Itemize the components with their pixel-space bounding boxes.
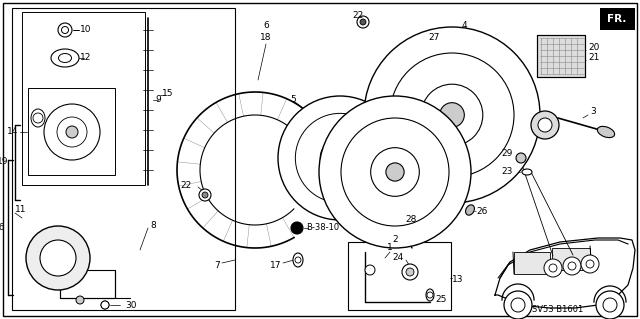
Bar bbox=[60, 270, 115, 298]
Circle shape bbox=[26, 226, 90, 290]
Circle shape bbox=[511, 298, 525, 312]
Circle shape bbox=[44, 104, 100, 160]
Circle shape bbox=[549, 264, 557, 272]
Circle shape bbox=[291, 222, 303, 234]
Text: 15: 15 bbox=[162, 88, 173, 98]
Circle shape bbox=[371, 148, 419, 196]
Bar bbox=[28, 88, 115, 175]
Text: 17: 17 bbox=[269, 261, 281, 270]
Text: 1: 1 bbox=[387, 243, 393, 253]
Ellipse shape bbox=[58, 54, 72, 63]
Ellipse shape bbox=[51, 49, 79, 67]
Circle shape bbox=[415, 37, 425, 47]
Text: B-38-10: B-38-10 bbox=[306, 224, 339, 233]
Text: SV53 B1601: SV53 B1601 bbox=[532, 306, 584, 315]
Text: 28: 28 bbox=[405, 216, 417, 225]
Text: 23: 23 bbox=[502, 167, 513, 176]
Circle shape bbox=[364, 27, 540, 203]
Text: 16: 16 bbox=[0, 224, 5, 233]
Circle shape bbox=[57, 117, 87, 147]
Ellipse shape bbox=[293, 253, 303, 267]
Bar bbox=[12, 8, 235, 310]
Bar bbox=[514, 252, 550, 274]
Text: 3: 3 bbox=[590, 108, 596, 116]
Ellipse shape bbox=[597, 126, 614, 137]
Text: 20: 20 bbox=[588, 43, 600, 53]
Circle shape bbox=[199, 189, 211, 201]
Text: 26: 26 bbox=[476, 207, 488, 217]
Circle shape bbox=[390, 53, 514, 177]
Circle shape bbox=[421, 84, 483, 146]
Circle shape bbox=[341, 118, 449, 226]
Circle shape bbox=[402, 264, 418, 280]
Circle shape bbox=[33, 113, 43, 123]
Text: 13: 13 bbox=[452, 276, 463, 285]
Ellipse shape bbox=[465, 205, 474, 215]
Text: 21: 21 bbox=[588, 54, 600, 63]
Text: 2: 2 bbox=[392, 235, 398, 244]
Text: 29: 29 bbox=[502, 149, 513, 158]
Circle shape bbox=[76, 296, 84, 304]
Text: 24: 24 bbox=[392, 253, 404, 262]
Circle shape bbox=[360, 19, 366, 25]
Circle shape bbox=[66, 126, 78, 138]
Circle shape bbox=[581, 255, 599, 273]
Bar bbox=[537, 35, 585, 77]
Circle shape bbox=[40, 240, 76, 276]
Text: 6: 6 bbox=[263, 20, 269, 29]
Circle shape bbox=[320, 138, 360, 178]
Ellipse shape bbox=[426, 289, 434, 301]
Circle shape bbox=[319, 96, 471, 248]
Text: FR.: FR. bbox=[607, 14, 627, 24]
Text: 8: 8 bbox=[150, 220, 156, 229]
Circle shape bbox=[202, 192, 208, 198]
Bar bbox=[552, 248, 590, 270]
Text: 27: 27 bbox=[428, 33, 440, 42]
Circle shape bbox=[427, 292, 433, 298]
Bar bbox=[22, 12, 145, 185]
Circle shape bbox=[531, 111, 559, 139]
Circle shape bbox=[516, 153, 526, 163]
Text: 5: 5 bbox=[290, 95, 296, 105]
Circle shape bbox=[278, 96, 402, 220]
Circle shape bbox=[101, 301, 109, 309]
Circle shape bbox=[538, 118, 552, 132]
Circle shape bbox=[365, 265, 375, 275]
Circle shape bbox=[357, 16, 369, 28]
Bar bbox=[537, 35, 585, 77]
Text: 22: 22 bbox=[180, 181, 192, 189]
Circle shape bbox=[58, 23, 72, 37]
Text: 22: 22 bbox=[353, 11, 364, 19]
Text: 19: 19 bbox=[0, 158, 8, 167]
Circle shape bbox=[563, 257, 581, 275]
Circle shape bbox=[440, 103, 465, 127]
Text: 10: 10 bbox=[80, 26, 92, 34]
Circle shape bbox=[101, 301, 109, 309]
Circle shape bbox=[295, 257, 301, 263]
Text: 11: 11 bbox=[15, 205, 26, 214]
Circle shape bbox=[504, 291, 532, 319]
Circle shape bbox=[296, 113, 385, 203]
Text: 7: 7 bbox=[214, 261, 220, 270]
Circle shape bbox=[603, 298, 617, 312]
Bar bbox=[348, 242, 451, 310]
Ellipse shape bbox=[31, 109, 45, 127]
Text: 18: 18 bbox=[260, 33, 272, 42]
Circle shape bbox=[61, 26, 68, 33]
Circle shape bbox=[406, 268, 414, 276]
Text: 12: 12 bbox=[80, 54, 92, 63]
Text: 4: 4 bbox=[462, 20, 468, 29]
Text: 14: 14 bbox=[6, 128, 18, 137]
Circle shape bbox=[586, 260, 594, 268]
Circle shape bbox=[568, 262, 576, 270]
Text: 30: 30 bbox=[125, 300, 136, 309]
Bar bbox=[600, 8, 635, 30]
Circle shape bbox=[332, 150, 348, 166]
Circle shape bbox=[386, 163, 404, 181]
Text: 25: 25 bbox=[435, 295, 446, 305]
Circle shape bbox=[544, 259, 562, 277]
Text: 9: 9 bbox=[155, 95, 161, 105]
Ellipse shape bbox=[522, 169, 532, 175]
Circle shape bbox=[596, 291, 624, 319]
